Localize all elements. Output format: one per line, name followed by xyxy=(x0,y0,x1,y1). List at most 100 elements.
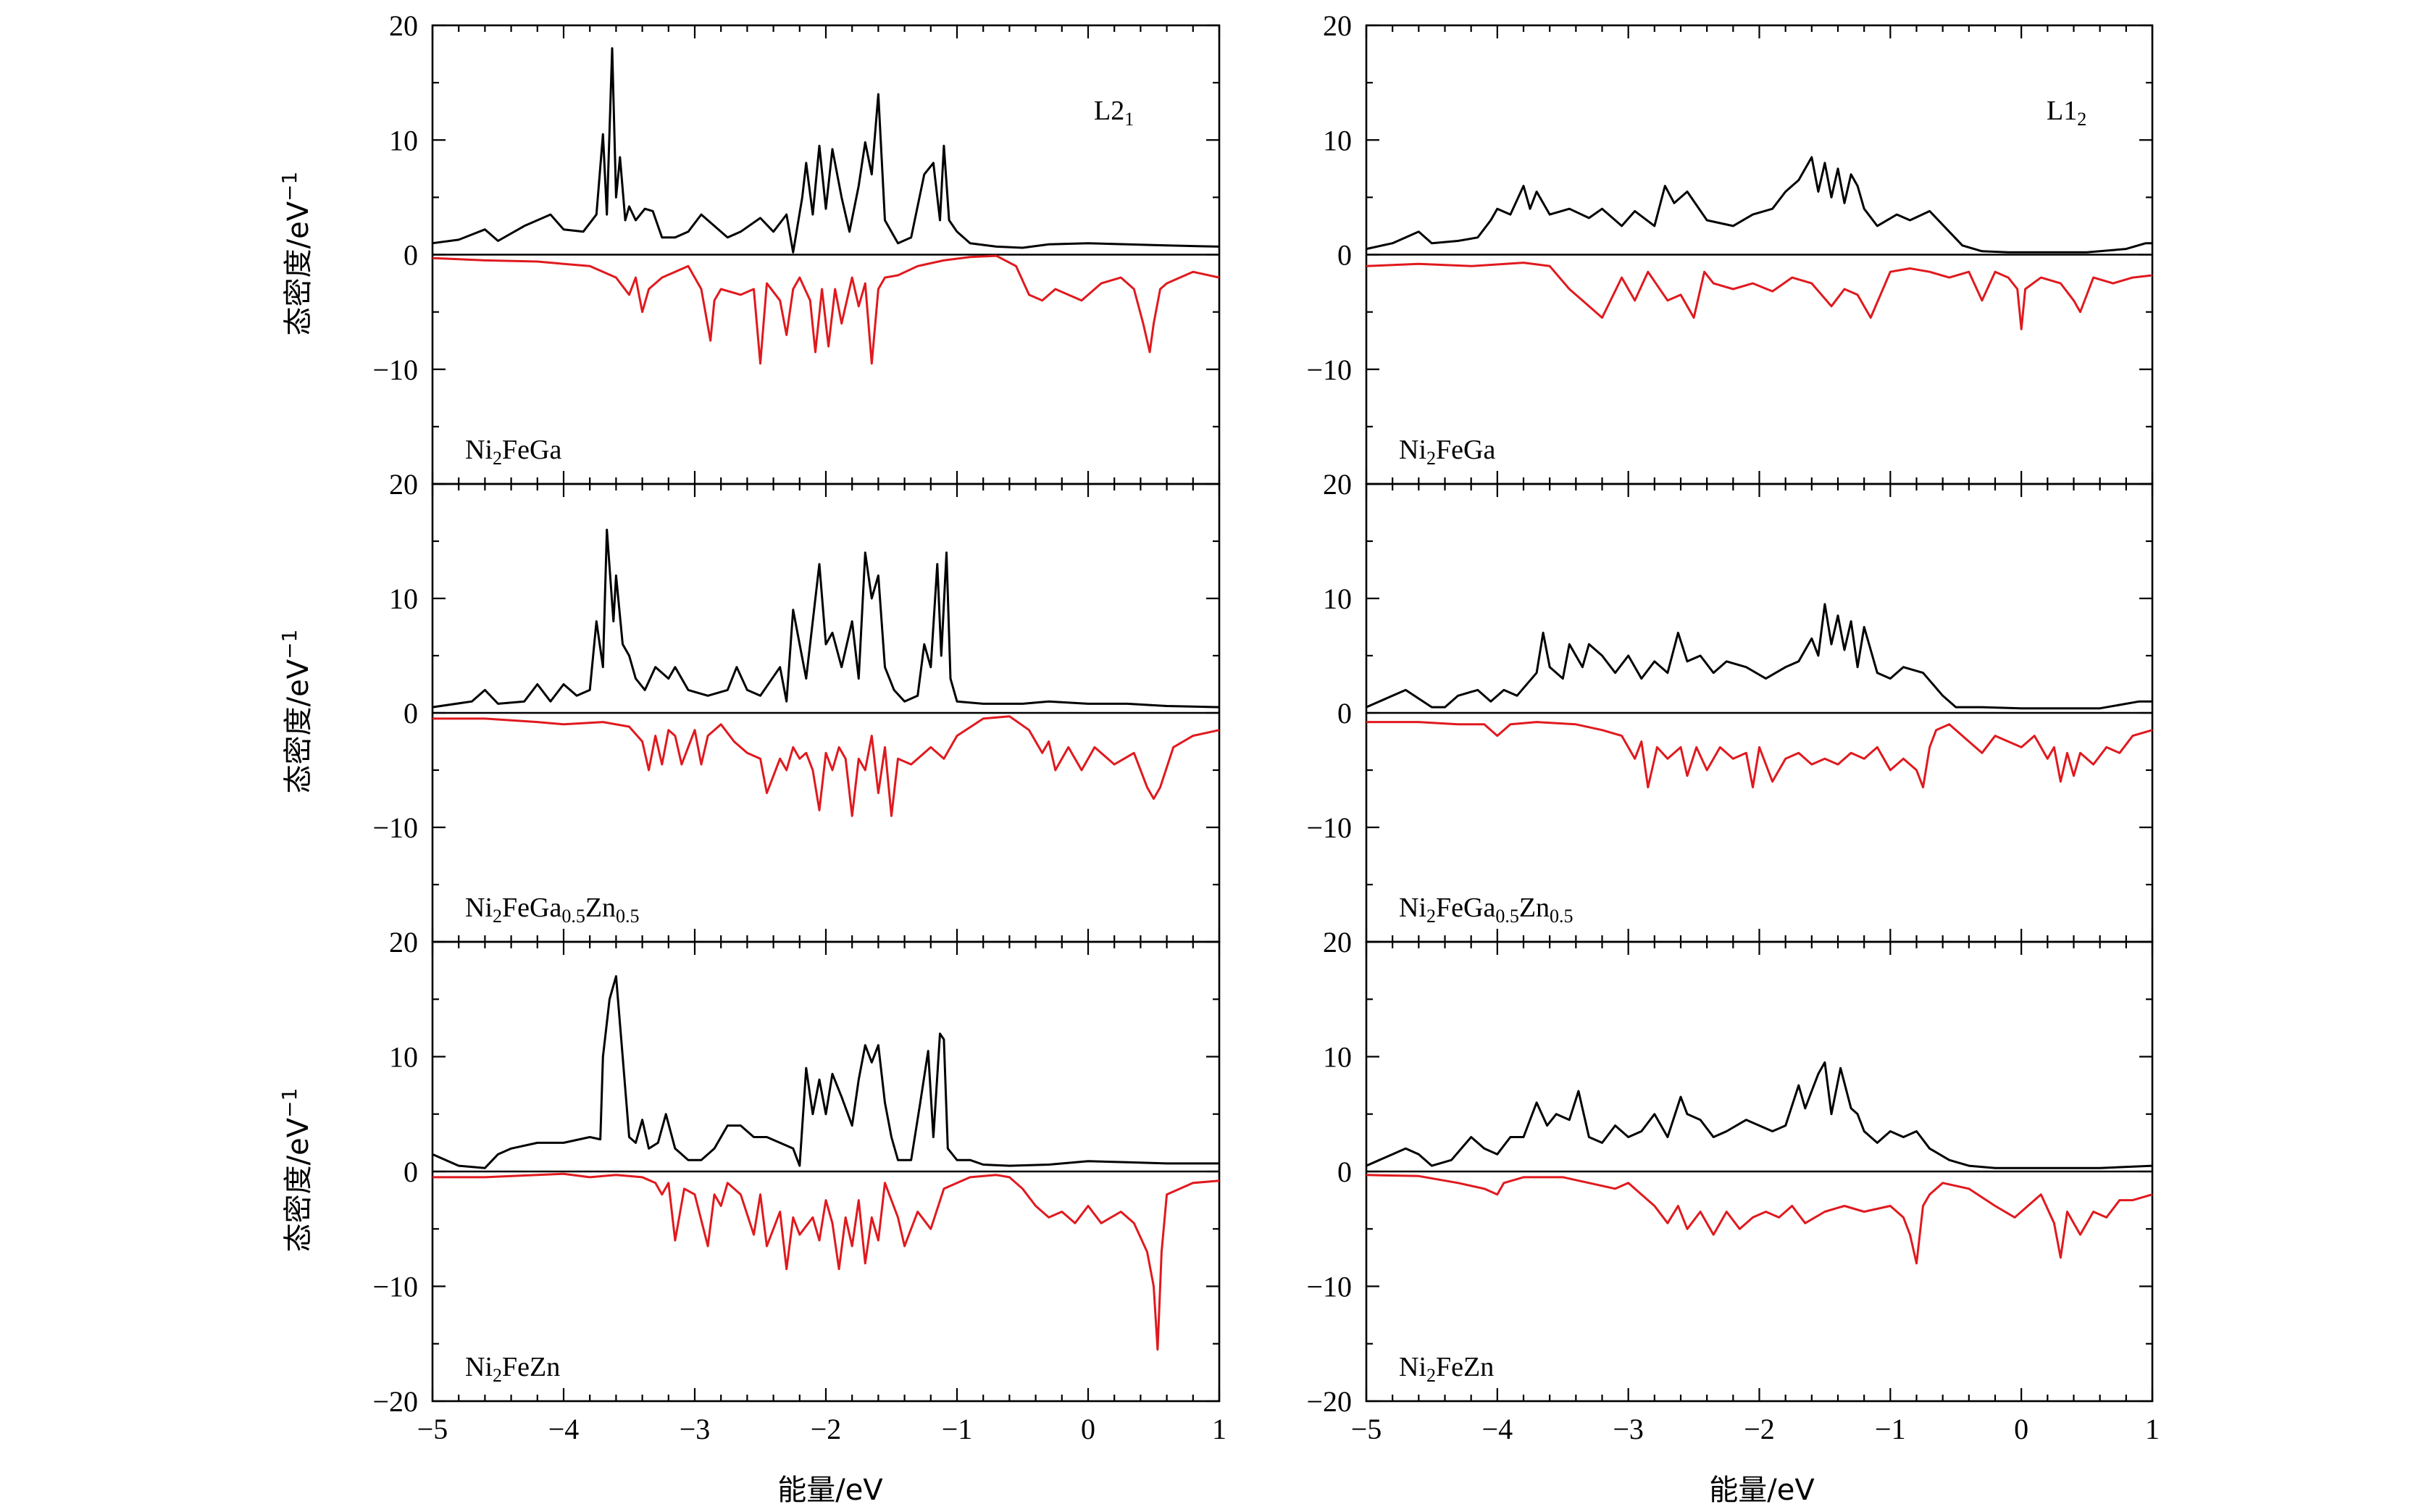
spin-down-line xyxy=(432,254,1220,365)
x-tick-label: 1 xyxy=(1212,1413,1226,1445)
compound-part: Ni xyxy=(465,435,493,465)
y-axis-label-exponent: −1 xyxy=(277,172,301,201)
y-tick-label: 0 xyxy=(1337,1156,1352,1188)
panels-group: 20100−10Ni2​FeGaL2120100−10Ni2​FeGaL1220… xyxy=(372,9,2160,1445)
y-tick-label: 20 xyxy=(389,926,418,958)
y-tick-label: −20 xyxy=(1306,1385,1352,1418)
spin-up-line xyxy=(1366,156,2152,254)
compound-subscript: 0.5 xyxy=(1495,906,1519,927)
y-tick-label: 20 xyxy=(1323,9,1352,42)
y-tick-label: 10 xyxy=(1323,582,1352,615)
x-tick-label: −4 xyxy=(1482,1413,1513,1445)
structure-label: L12 xyxy=(2047,96,2086,130)
compound-label: Ni2​FeZn xyxy=(1399,1352,1494,1386)
compound-subscript: 0.5 xyxy=(1550,906,1573,927)
compound-part: FeGa xyxy=(502,435,561,465)
y-tick-label: −10 xyxy=(1306,1271,1352,1303)
compound-subscript: 2 xyxy=(1426,448,1436,469)
compound-part: FeGa xyxy=(502,893,561,923)
structure-label-main: L2 xyxy=(1094,96,1124,126)
compound-part: Ni xyxy=(465,1352,493,1382)
y-tick-label: 0 xyxy=(404,1156,418,1188)
x-axis-label-right: 能量/eV xyxy=(1709,1474,1815,1507)
y-axis-label-text: 态密度/eV xyxy=(282,201,315,335)
spin-down-line xyxy=(1366,1174,2153,1265)
y-tick-label: 0 xyxy=(1337,239,1352,272)
y-tick-label: 10 xyxy=(389,582,418,615)
x-tick-label: −1 xyxy=(942,1413,973,1445)
y-tick-label: −20 xyxy=(372,1385,418,1418)
compound-label: Ni2​FeZn xyxy=(465,1352,560,1386)
compound-part: FeGa xyxy=(1436,435,1495,465)
x-axis-label-left: 能量/eV xyxy=(777,1474,883,1507)
compound-label: Ni2​FeGa xyxy=(1399,435,1495,469)
spin-down-line xyxy=(1366,721,2153,789)
x-tick-label: −3 xyxy=(680,1413,711,1445)
structure-label: L21 xyxy=(1094,96,1134,130)
compound-part: FeZn xyxy=(502,1352,560,1382)
compound-subscript: 2 xyxy=(1426,906,1436,927)
compound-part: Zn xyxy=(1519,893,1550,923)
compound-subscript: 2 xyxy=(1426,1365,1436,1386)
compound-label: Ni2​FeGa xyxy=(465,435,561,469)
x-tick-label: −3 xyxy=(1613,1413,1644,1445)
panel-2-2: 20 10 0 −10 Ni2​FeGa0.5​Zn0.5​ xyxy=(1306,468,2154,943)
y-tick-label: −10 xyxy=(372,811,418,844)
spin-up-line xyxy=(432,47,1220,254)
y-tick-label: −10 xyxy=(372,1271,418,1303)
y-axis-label-bottom: 态密度/eV−1 xyxy=(277,1088,315,1253)
y-tick-label: 20 xyxy=(389,9,418,42)
y-tick-label: 20 xyxy=(389,468,418,501)
spin-down-line xyxy=(1366,262,2153,330)
x-tick-label: −2 xyxy=(811,1413,842,1445)
y-tick-label: −10 xyxy=(1306,811,1352,844)
y-tick-label: 10 xyxy=(1323,1041,1352,1074)
y-tick-label: 10 xyxy=(1323,124,1352,156)
compound-subscript: 0.5 xyxy=(561,906,585,927)
compound-subscript: 0.5 xyxy=(616,906,640,927)
x-tick-label: 0 xyxy=(2014,1413,2028,1445)
spin-up-line xyxy=(432,975,1219,1169)
spin-up-line xyxy=(432,528,1220,709)
structure-label-sub: 1 xyxy=(1124,109,1134,130)
y-tick-label: 0 xyxy=(404,239,418,272)
panel-2-1: 20 10 0 −10 Ni2​FeGa0.5​Zn0.5​ xyxy=(372,468,1221,943)
compound-subscript: 2 xyxy=(493,1365,502,1386)
y-axis-label-text: 态密度/eV xyxy=(282,1117,315,1252)
y-tick-label: 0 xyxy=(1337,697,1352,730)
compound-part: Ni xyxy=(1399,435,1426,465)
compound-part: Zn xyxy=(585,893,616,923)
y-tick-label: 20 xyxy=(1323,468,1352,501)
y-tick-label: 20 xyxy=(1323,926,1352,958)
x-tick-label: 1 xyxy=(2145,1413,2160,1445)
y-axis-label-middle: 态密度/eV−1 xyxy=(277,630,315,794)
x-tick-label: 0 xyxy=(1081,1413,1095,1445)
x-tick-label: −2 xyxy=(1744,1413,1775,1445)
y-tick-label: 10 xyxy=(389,1041,418,1074)
compound-part: Ni xyxy=(1399,893,1426,923)
y-axis-label-exponent: −1 xyxy=(277,630,301,659)
x-tick-label: −1 xyxy=(1875,1413,1906,1445)
panel-1-1: 20 10 0 −10 Ni2​FeGa L21 xyxy=(372,9,1221,485)
y-axis-label-top: 态密度/eV−1 xyxy=(277,172,315,336)
compound-subscript: 2 xyxy=(493,906,502,927)
compound-subscript: 2 xyxy=(493,448,502,469)
compound-label: Ni2​FeGa0.5​Zn0.5​ xyxy=(1399,893,1573,927)
x-tick-label: −5 xyxy=(1351,1413,1382,1445)
spin-down-line xyxy=(432,715,1220,817)
x-tick-label: −4 xyxy=(548,1413,580,1445)
spin-down-line xyxy=(432,1172,1220,1351)
compound-part: FeZn xyxy=(1436,1352,1494,1382)
y-tick-label: 0 xyxy=(404,697,418,730)
structure-label-main: L1 xyxy=(2047,96,2077,126)
compound-part: Ni xyxy=(465,893,493,923)
y-tick-label: 10 xyxy=(389,124,418,156)
compound-label: Ni2​FeGa0.5​Zn0.5​ xyxy=(465,893,640,927)
y-tick-label: −10 xyxy=(372,354,418,386)
y-tick-label: −10 xyxy=(1306,354,1352,386)
spin-up-line xyxy=(1366,1061,2153,1169)
